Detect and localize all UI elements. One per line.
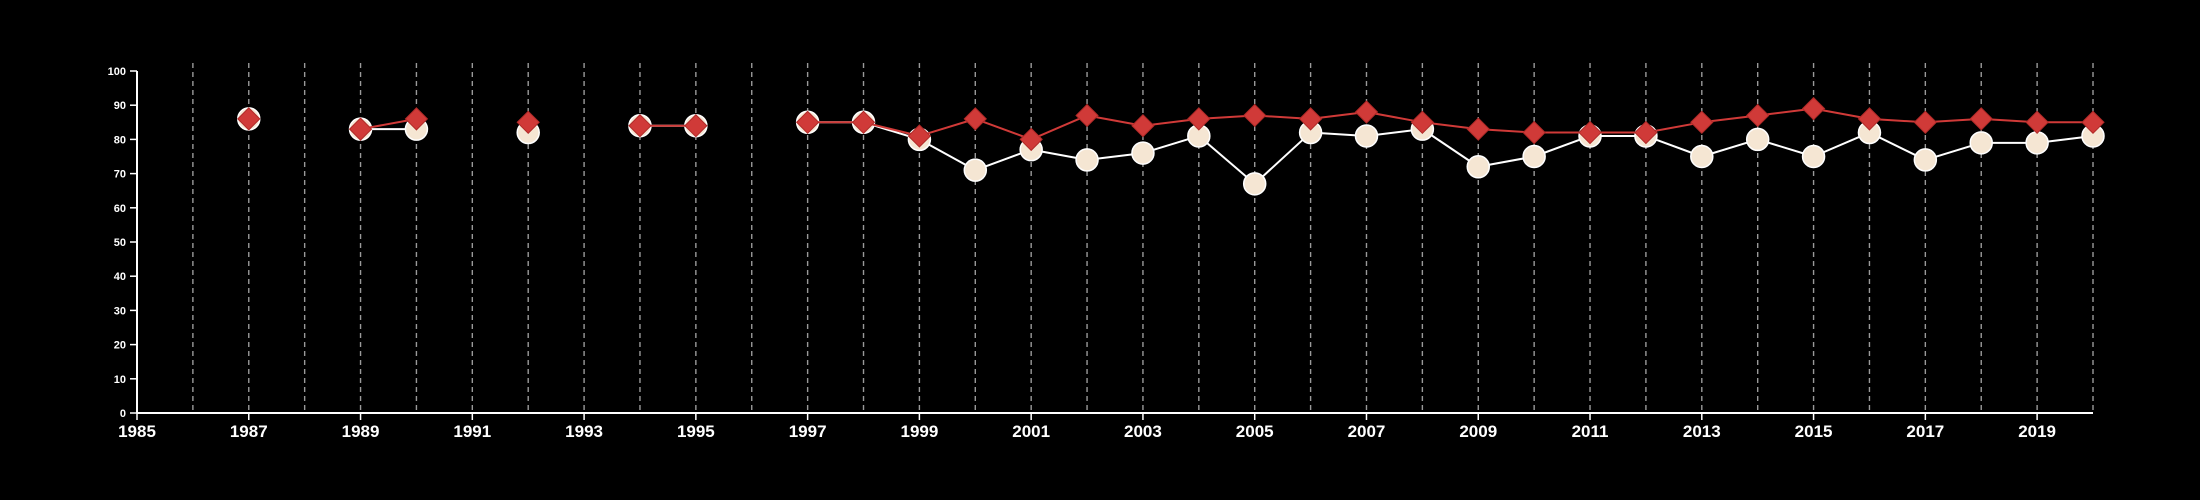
y-tick-label: 70 [114,169,126,181]
x-tick-label: 2007 [1348,422,1386,441]
y-tick-label: 50 [114,237,126,249]
data-point-diamond [1354,100,1379,124]
data-point-diamond [2025,110,2049,135]
x-tick-label: 1987 [230,422,268,441]
data-point-diamond [1634,120,1658,145]
data-point-diamond [237,107,261,131]
x-tick-label: 1989 [342,422,380,441]
data-point-diamond [795,110,820,135]
data-point-diamond [1466,117,1490,141]
data-point-diamond [1913,110,1938,135]
data-point-diamond [1131,114,1155,138]
x-tick-label: 2017 [1906,422,1944,441]
data-point-diamond [1187,107,1211,131]
x-axis-ticks: 1985 1987 1989 1991 1993 1995 1997 1999 2001 2003… [118,413,2056,441]
x-tick-label: 2019 [2018,422,2056,441]
y-axis-ticks: 0 10 20 30 40 50 60 70 80 90 100 [108,66,137,420]
data-point-diamond [851,110,876,135]
axes [136,71,2093,414]
series-line-segment [1198,135,1256,185]
series-line-segment [1030,114,1088,141]
data-point-diamond [1243,103,1267,128]
data-point-diamond [1857,107,1882,131]
x-tick-label: 2015 [1795,422,1833,441]
data-point-diamond [516,110,540,135]
data-point-diamond [1969,107,1993,131]
x-tick-label: 2001 [1012,422,1050,441]
data-point-circle [963,158,988,182]
x-tick-label: 1985 [118,422,156,441]
data-point-circle [1690,144,1714,169]
y-tick-label: 0 [120,408,126,420]
data-point-circle [1801,144,1826,169]
y-tick-label: 40 [114,271,126,283]
series-line-segment [974,117,1032,141]
x-tick-label: 1991 [453,422,491,441]
x-tick-label: 1997 [789,422,827,441]
y-tick-label: 10 [114,374,126,386]
x-tick-label: 1995 [677,422,715,441]
x-tick-label: 1999 [900,422,938,441]
series-1 [237,107,2105,196]
data-point-circle [2025,131,2049,155]
x-tick-label: 2011 [1572,422,1609,441]
x-tick-label: 2005 [1236,422,1274,441]
x-tick-label: 2013 [1683,422,1721,441]
data-point-circle [1969,131,1993,155]
data-point-diamond [1745,103,1770,128]
data-point-diamond [1298,107,1323,131]
y-tick-label: 30 [114,305,126,317]
x-tick-label: 2003 [1124,422,1162,441]
data-point-diamond [907,124,932,148]
data-point-circle [1075,148,1099,172]
data-point-circle [1131,141,1155,165]
data-point-circle [1522,144,1546,169]
data-point-diamond [2081,110,2105,135]
y-tick-label: 90 [114,100,126,112]
y-tick-label: 80 [114,134,126,146]
data-point-diamond [1690,110,1714,135]
y-tick-label: 100 [108,66,126,78]
x-tick-label: 1993 [565,422,603,441]
data-point-circle [1745,127,1770,152]
data-point-diamond [1578,120,1602,145]
data-point-diamond [628,114,652,138]
data-point-diamond [1075,103,1099,128]
series-line-segment [1254,131,1312,185]
data-point-diamond [348,117,373,141]
data-point-diamond [1019,127,1043,152]
x-tick-label: 2009 [1459,422,1497,441]
data-point-diamond [1522,120,1546,145]
series-line-segment [919,117,976,137]
data-point-diamond [1801,96,1826,121]
data-point-diamond [404,107,429,131]
series-group [237,96,2105,196]
series-2 [237,96,2105,152]
data-point-circle [1913,148,1938,172]
data-point-diamond [1410,110,1435,135]
data-point-circle [1354,124,1379,148]
y-tick-label: 60 [114,203,126,215]
data-point-circle [1466,155,1491,179]
data-point-diamond [684,114,708,138]
y-tick-label: 20 [114,340,126,352]
data-point-circle [1242,172,1267,196]
data-point-diamond [963,107,987,131]
